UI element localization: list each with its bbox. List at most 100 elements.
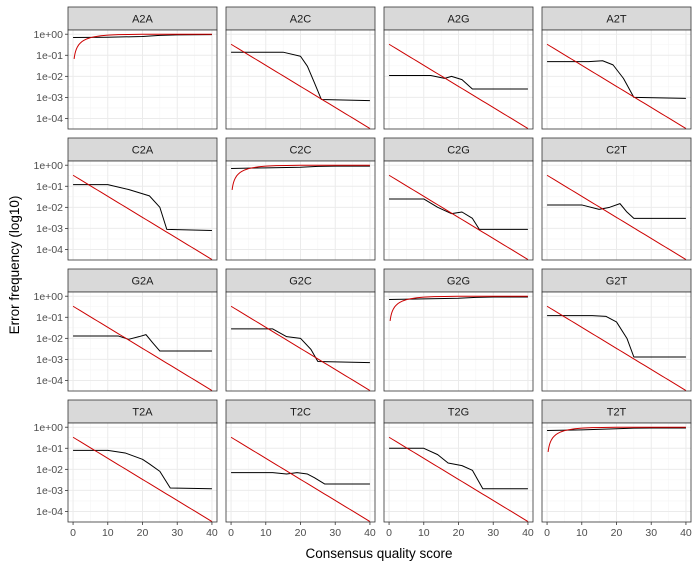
facet-panel-a2c: A2C: [225, 6, 376, 130]
x-tick-label: 0: [228, 527, 234, 539]
x-tick-label: 0: [544, 527, 550, 539]
facet-strip-label: G2G: [447, 276, 470, 288]
panel-border: [225, 160, 376, 261]
y-axis-title: Error frequency (log10): [7, 196, 22, 335]
panel-border: [67, 160, 218, 261]
facet-strip-label: T2A: [132, 407, 153, 419]
x-tick-label: 40: [364, 527, 376, 539]
facet-strip-label: G2C: [289, 276, 312, 288]
facet-panel-g2g: G2G: [383, 268, 534, 392]
nominal-error-line: [546, 305, 687, 391]
facet-panel-a2g: A2G: [383, 6, 534, 130]
facet-panel-g2c: G2C: [225, 268, 376, 392]
facet-panel-c2a: C2A 1e+00 1e-01 1e-02 1e-03 1e-04: [34, 137, 218, 261]
x-tick-label: 30: [171, 527, 183, 539]
y-tick-label: 1e-03: [36, 485, 63, 497]
nominal-error-line: [73, 33, 212, 60]
fitted-error-line: [231, 165, 370, 169]
y-tick-label: 1e-04: [36, 506, 63, 518]
fitted-error-line: [547, 315, 686, 358]
fitted-error-line: [73, 34, 212, 38]
nominal-error-line: [388, 436, 529, 522]
facet-panel-g2a: G2A 1e+00 1e-01 1e-02 1e-03 1e-04: [34, 268, 218, 392]
nominal-error-line: [72, 436, 213, 522]
y-tick-label: 1e-04: [36, 244, 63, 256]
y-tick-label: 1e-03: [36, 92, 63, 104]
nominal-error-line: [230, 436, 371, 522]
x-tick-label: 40: [680, 527, 692, 539]
fitted-error-line: [73, 184, 212, 231]
fitted-error-line: [73, 449, 212, 490]
nominal-error-line: [230, 43, 371, 129]
facet-strip-label: A2C: [290, 14, 311, 26]
x-tick-label: 10: [418, 527, 430, 539]
fitted-error-line: [231, 472, 370, 485]
fitted-error-line: [389, 296, 528, 300]
nominal-error-line: [72, 174, 213, 260]
panel-border: [67, 29, 218, 130]
y-tick-label: 1e-02: [36, 464, 63, 476]
panel-border: [383, 291, 534, 392]
facet-panel-t2t: T2T 0 10 20 30 40: [541, 399, 692, 539]
facet-strip-label: G2T: [606, 276, 628, 288]
y-tick-label: 1e+00: [34, 29, 64, 41]
x-tick-label: 40: [522, 527, 534, 539]
y-tick-label: 1e-02: [36, 333, 63, 345]
panel-border: [67, 291, 218, 392]
y-tick-label: 1e-02: [36, 202, 63, 214]
nominal-error-line: [546, 43, 687, 129]
facet-strip-label: G2A: [131, 276, 154, 288]
panel-border: [225, 291, 376, 392]
y-tick-label: 1e-01: [36, 443, 63, 455]
facet-panel-t2c: T2C 0 10 20 30 40: [225, 399, 376, 539]
y-tick-label: 1e-04: [36, 375, 63, 387]
x-tick-label: 20: [137, 527, 149, 539]
nominal-error-line: [388, 43, 529, 129]
panel-border: [541, 291, 692, 392]
nominal-error-line: [547, 426, 686, 453]
facet-strip-label: C2T: [606, 145, 627, 157]
facet-strip-label: A2G: [447, 14, 469, 26]
facet-panel-g2t: G2T: [541, 268, 692, 392]
facet-strip-label: A2A: [132, 14, 153, 26]
fitted-error-line: [73, 334, 212, 352]
y-tick-label: 1e-01: [36, 312, 63, 324]
nominal-error-line: [230, 305, 371, 391]
facet-strip-label: T2G: [448, 407, 469, 419]
x-tick-label: 0: [386, 527, 392, 539]
x-tick-label: 40: [206, 527, 218, 539]
x-tick-label: 30: [329, 527, 341, 539]
panel-border: [383, 160, 534, 261]
fitted-error-line: [389, 74, 528, 90]
x-tick-label: 20: [295, 527, 307, 539]
x-tick-label: 10: [576, 527, 588, 539]
y-tick-label: 1e-03: [36, 223, 63, 235]
y-tick-label: 1e-01: [36, 50, 63, 62]
x-axis-title: Consensus quality score: [305, 546, 452, 561]
y-tick-label: 1e-01: [36, 181, 63, 193]
panel-border: [383, 29, 534, 130]
facet-panel-c2t: C2T: [541, 137, 692, 261]
y-tick-label: 1e-04: [36, 113, 63, 125]
nominal-error-line: [388, 174, 529, 260]
y-tick-label: 1e-02: [36, 71, 63, 83]
facet-strip-label: T2C: [290, 407, 311, 419]
nominal-error-line: [389, 295, 528, 322]
fitted-error-line: [389, 198, 528, 230]
y-tick-label: 1e+00: [34, 422, 64, 434]
facet-strip-label: C2G: [447, 145, 470, 157]
fitted-error-line: [389, 447, 528, 490]
y-tick-label: 1e-03: [36, 354, 63, 366]
fitted-error-line: [547, 203, 686, 219]
fitted-error-line: [231, 328, 370, 364]
facet-strip-label: C2A: [132, 145, 154, 157]
y-tick-label: 1e+00: [34, 291, 64, 303]
facet-panel-a2t: A2T: [541, 6, 692, 130]
nominal-error-line: [72, 305, 213, 391]
x-tick-label: 30: [487, 527, 499, 539]
x-tick-label: 10: [260, 527, 272, 539]
fitted-error-line: [547, 427, 686, 431]
facet-panel-a2a: A2A 1e+00 1e-01 1e-02 1e-03 1e-04: [34, 6, 218, 130]
